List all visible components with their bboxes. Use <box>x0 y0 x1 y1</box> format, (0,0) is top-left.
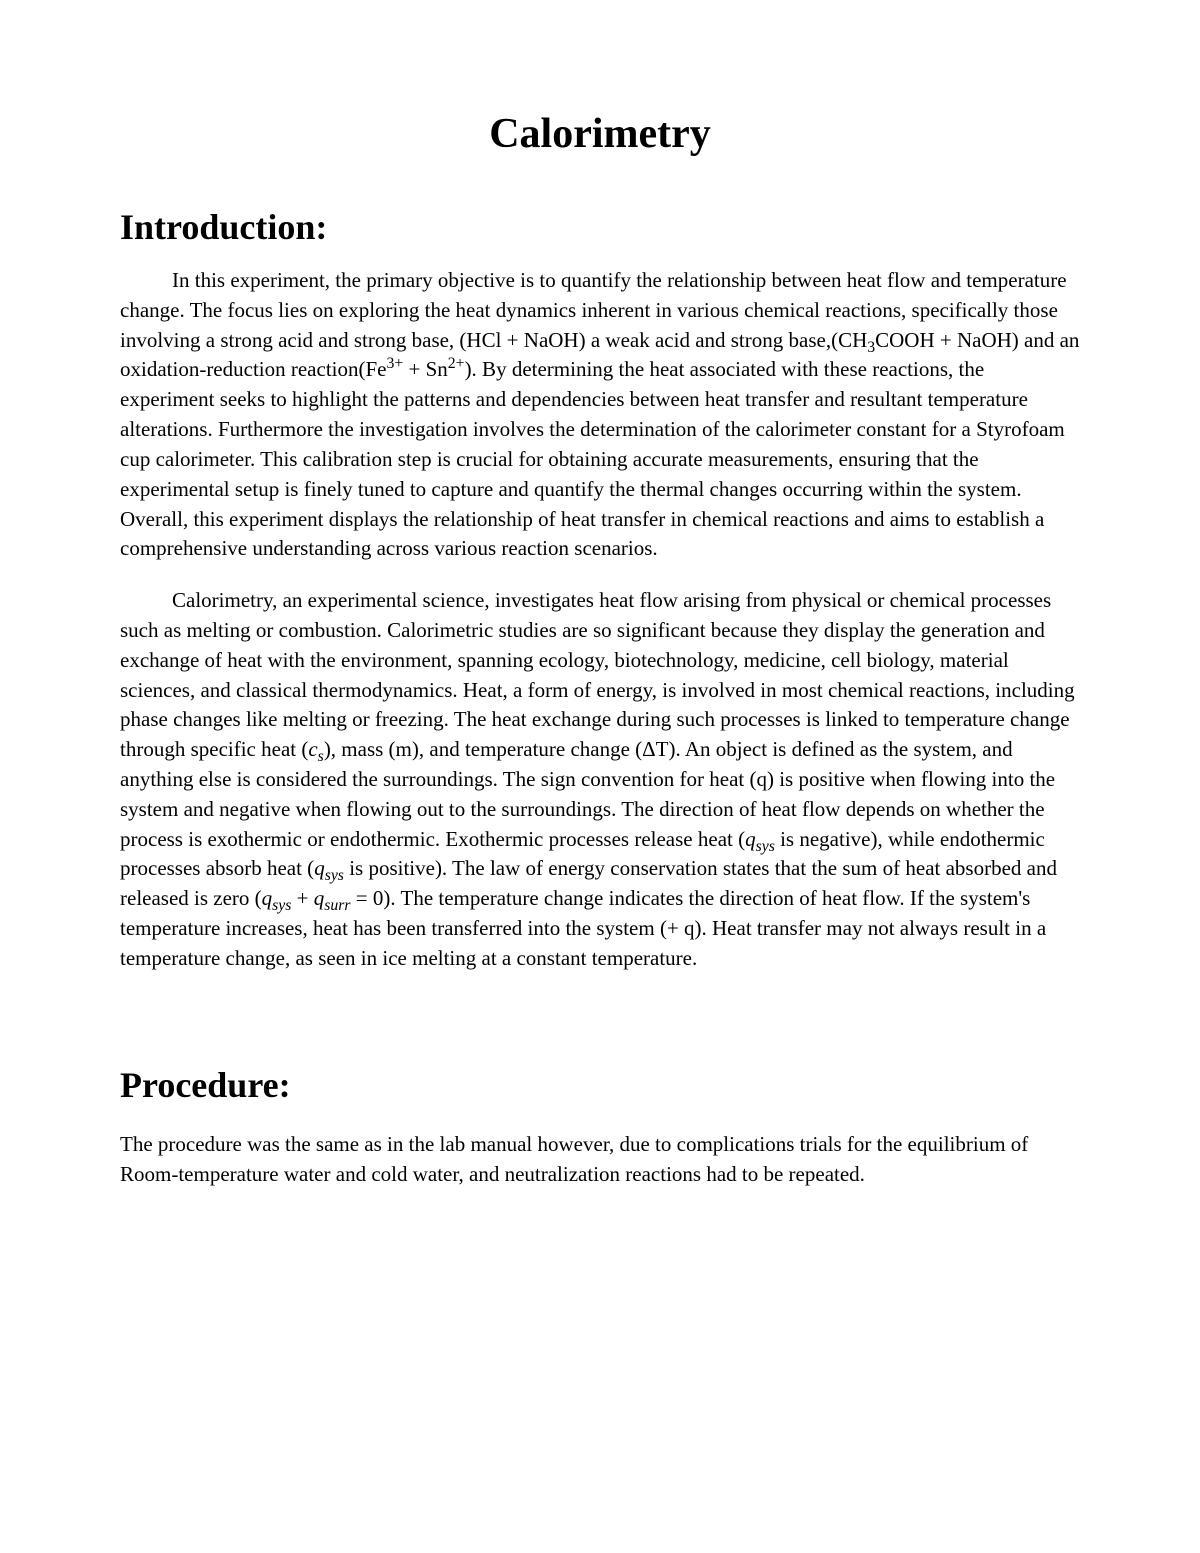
superscript-2plus: 2+ <box>448 355 465 372</box>
var-q-sub-surr: surr <box>324 897 350 914</box>
document-page: Calorimetry Introduction: In this experi… <box>0 0 1200 1553</box>
var-c: c <box>308 737 317 761</box>
subscript-3: 3 <box>867 339 875 356</box>
intro-p2-plus: + <box>291 886 313 910</box>
superscript-3plus: 3+ <box>387 355 404 372</box>
intro-p1-text-d: ). By determining the heat associated wi… <box>120 357 1065 560</box>
intro-p2-text-a: Calorimetry, an experimental science, in… <box>120 588 1075 761</box>
var-q-2: q <box>314 856 325 880</box>
document-title: Calorimetry <box>120 110 1080 158</box>
var-q-4: q <box>314 886 325 910</box>
introduction-heading: Introduction: <box>120 206 1080 248</box>
intro-p1-text-c: + Sn <box>403 357 448 381</box>
var-q-3: q <box>262 886 273 910</box>
procedure-paragraph-1: The procedure was the same as in the lab… <box>120 1130 1080 1190</box>
var-q-sub-sys-2: sys <box>325 868 344 885</box>
var-q-sub-sys-1: sys <box>756 838 775 855</box>
var-q-sub-sys-3: sys <box>272 897 291 914</box>
intro-paragraph-1: In this experiment, the primary objectiv… <box>120 266 1080 564</box>
var-q-1: q <box>745 827 756 851</box>
procedure-heading: Procedure: <box>120 1064 1080 1106</box>
intro-paragraph-2: Calorimetry, an experimental science, in… <box>120 586 1080 974</box>
